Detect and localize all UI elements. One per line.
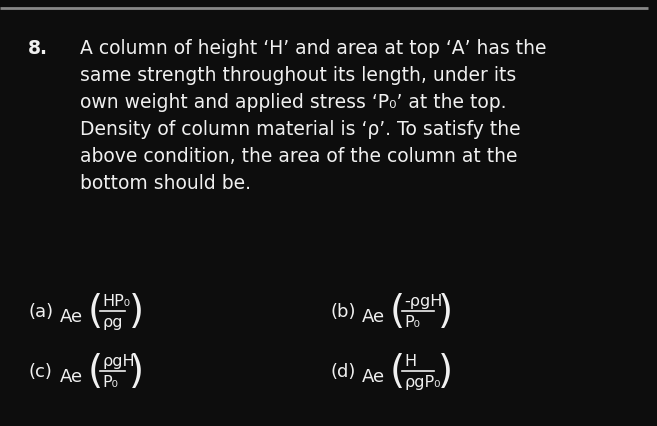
- Text: (: (: [390, 352, 405, 390]
- Text: ): ): [438, 352, 453, 390]
- Text: (d): (d): [330, 362, 355, 380]
- Text: bottom should be.: bottom should be.: [80, 173, 251, 193]
- Text: own weight and applied stress ‘P₀’ at the top.: own weight and applied stress ‘P₀’ at th…: [80, 93, 507, 112]
- Text: (c): (c): [28, 362, 52, 380]
- Text: above condition, the area of the column at the: above condition, the area of the column …: [80, 147, 518, 166]
- Text: H: H: [404, 354, 416, 368]
- Text: (a): (a): [28, 302, 53, 320]
- Text: ): ): [438, 292, 453, 330]
- Text: (: (: [390, 292, 405, 330]
- Text: (b): (b): [330, 302, 355, 320]
- Text: ρgP₀: ρgP₀: [404, 374, 440, 390]
- Text: (: (: [88, 352, 103, 390]
- Text: Ae: Ae: [362, 307, 385, 325]
- Text: Ae: Ae: [362, 367, 385, 385]
- Text: ): ): [129, 292, 144, 330]
- Text: P₀: P₀: [102, 374, 118, 390]
- Text: ρg: ρg: [102, 315, 122, 330]
- Text: Density of column material is ‘ρ’. To satisfy the: Density of column material is ‘ρ’. To sa…: [80, 120, 520, 139]
- Text: ): ): [129, 352, 144, 390]
- Text: ρgH: ρgH: [102, 354, 135, 368]
- Text: Ae: Ae: [60, 307, 83, 325]
- Text: -ρgH: -ρgH: [404, 294, 442, 309]
- Text: A column of height ‘H’ and area at top ‘A’ has the: A column of height ‘H’ and area at top ‘…: [80, 39, 547, 58]
- Text: P₀: P₀: [404, 315, 420, 330]
- Text: 8.: 8.: [28, 39, 48, 58]
- Text: same strength throughout its length, under its: same strength throughout its length, und…: [80, 66, 516, 85]
- Text: (: (: [88, 292, 103, 330]
- Text: Ae: Ae: [60, 367, 83, 385]
- Text: HP₀: HP₀: [102, 294, 130, 309]
